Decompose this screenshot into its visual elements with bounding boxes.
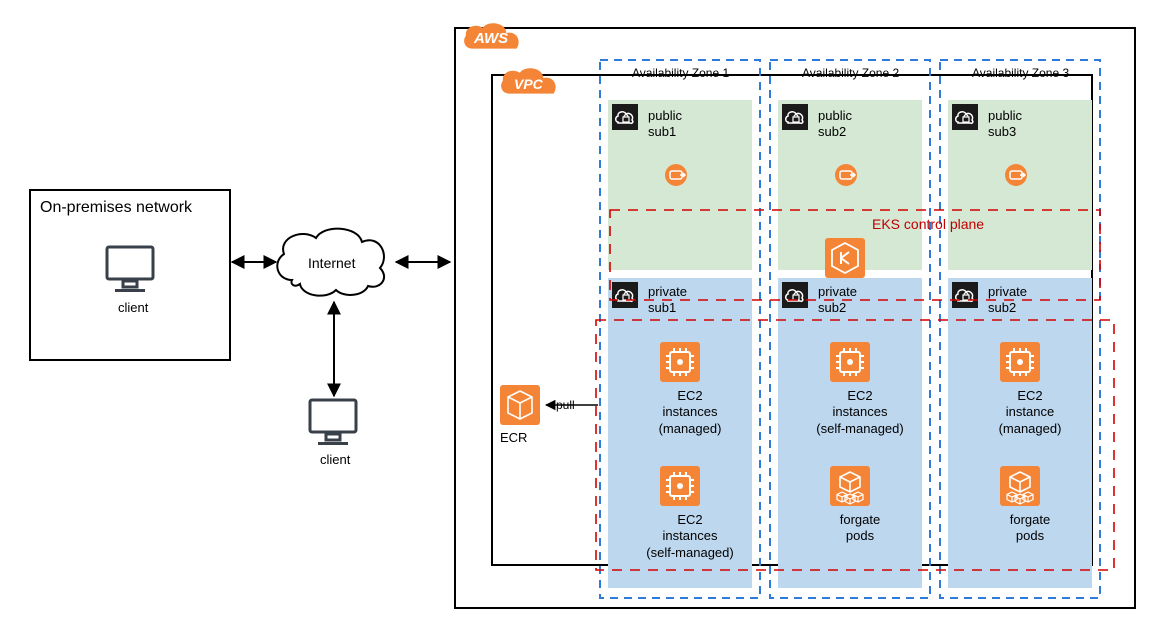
az2-block1-label: EC2 instances (self-managed)	[806, 388, 914, 437]
aws-badge-text: AWS	[474, 30, 508, 47]
pub-sub1-label: public sub1	[648, 108, 682, 141]
internet-client	[310, 400, 356, 445]
ecr	[500, 385, 598, 425]
internet-client-label: client	[320, 452, 350, 468]
pub-sub2-label: public sub2	[818, 108, 852, 141]
ecr-pull-label: pull	[556, 398, 575, 413]
az1-block2-label: EC2 instances (self-managed)	[636, 512, 744, 561]
az2-title: Availability Zone 2	[802, 66, 899, 81]
eks-icon	[825, 238, 865, 278]
onprem-client-label: client	[118, 300, 148, 316]
eks-label: EKS control plane	[872, 216, 984, 234]
internet-label: Internet	[308, 255, 355, 273]
az1-title: Availability Zone 1	[632, 66, 729, 81]
az3-block1-label: EC2 instance (managed)	[976, 388, 1084, 437]
az3-title: Availability Zone 3	[972, 66, 1069, 81]
priv-sub2-label: private sub2	[818, 284, 857, 317]
pub-sub3-label: public sub3	[988, 108, 1022, 141]
ecr-label: ECR	[500, 430, 527, 446]
az3-block2-label: forgate pods	[976, 512, 1084, 545]
az2-block2-label: forgate pods	[806, 512, 914, 545]
az1-block1-label: EC2 instances (managed)	[636, 388, 744, 437]
priv-sub3-label: private sub2	[988, 284, 1027, 317]
vpc-badge-text: VPC	[514, 76, 543, 92]
onprem-title: On-premises network	[40, 198, 192, 218]
priv-sub1-label: private sub1	[648, 284, 687, 317]
